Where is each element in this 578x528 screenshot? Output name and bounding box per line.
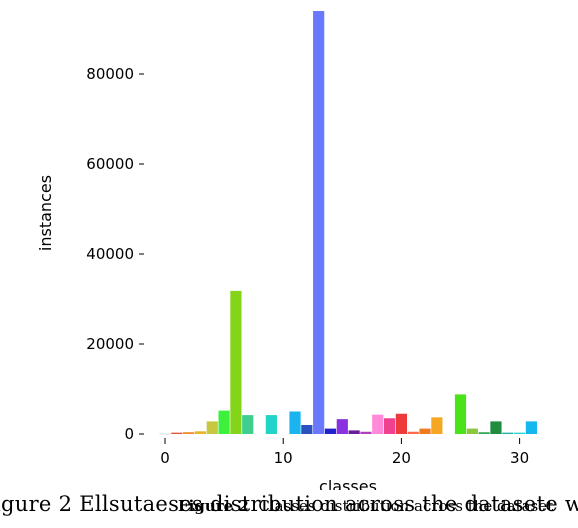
bar-class-20 — [395, 413, 407, 434]
y-axis-label: instances — [36, 175, 55, 251]
bar-class-27 — [478, 432, 490, 434]
y-tick-label-80000: 80000 — [86, 65, 134, 83]
bar-class-4 — [206, 421, 218, 434]
bar-class-18 — [372, 414, 384, 434]
bar-class-2 — [183, 432, 195, 434]
bar-class-23 — [431, 417, 443, 434]
bars — [159, 11, 538, 435]
caption-label: Figure 2 — [178, 497, 249, 515]
bar-class-6 — [230, 290, 242, 434]
x-tick-label-30: 30 — [510, 449, 529, 467]
bar-class-13 — [313, 11, 325, 434]
bar-class-26 — [466, 428, 478, 434]
x-tick-label-20: 20 — [392, 449, 411, 467]
bar-class-0 — [159, 433, 171, 435]
bar-class-7 — [242, 415, 254, 434]
x-tick-label-10: 10 — [274, 449, 293, 467]
bar-class-9 — [265, 415, 277, 434]
x-tick-label-0: 0 — [160, 449, 170, 467]
bar-class-1 — [171, 432, 183, 434]
bar-class-16 — [348, 430, 360, 434]
bar-class-11 — [289, 411, 301, 434]
y-tick-label-0: 0 — [124, 425, 134, 443]
bar-class-22 — [419, 428, 431, 434]
bar-class-30 — [514, 432, 526, 434]
bar-class-29 — [502, 432, 514, 434]
caption-text: Figure 2 Classes distribution across the… — [178, 497, 553, 515]
caption-body: Classes distribution across the dataset — [258, 497, 554, 515]
bar-class-12 — [301, 425, 313, 434]
bar-class-17 — [360, 431, 372, 434]
bar-class-14 — [324, 428, 337, 434]
y-tick-label-60000: 60000 — [86, 155, 134, 173]
y-tick-label-20000: 20000 — [86, 335, 134, 353]
bar-class-25 — [454, 394, 467, 434]
figure-caption: igure 2 Ellsutaeses distribution across … — [0, 490, 578, 528]
x-axis-label: classes — [319, 477, 377, 490]
y-tick-label-40000: 40000 — [86, 245, 134, 263]
y-axis: 0 20000 40000 60000 80000 — [86, 65, 144, 443]
bar-class-28 — [490, 421, 502, 434]
caption-background-text: igure 2 Ellsutaeses distribution across … — [0, 492, 578, 516]
bar-class-19 — [383, 418, 396, 434]
bar-class-31 — [525, 421, 538, 434]
bar-class-5 — [218, 410, 230, 434]
bar-class-15 — [336, 419, 348, 434]
bar-class-21 — [407, 431, 419, 434]
bar-class-3 — [194, 431, 207, 434]
chart: 0 20000 40000 60000 80000 0 10 20 30 classes in… — [36, 11, 538, 490]
x-axis: 0 10 20 30 — [160, 438, 529, 467]
